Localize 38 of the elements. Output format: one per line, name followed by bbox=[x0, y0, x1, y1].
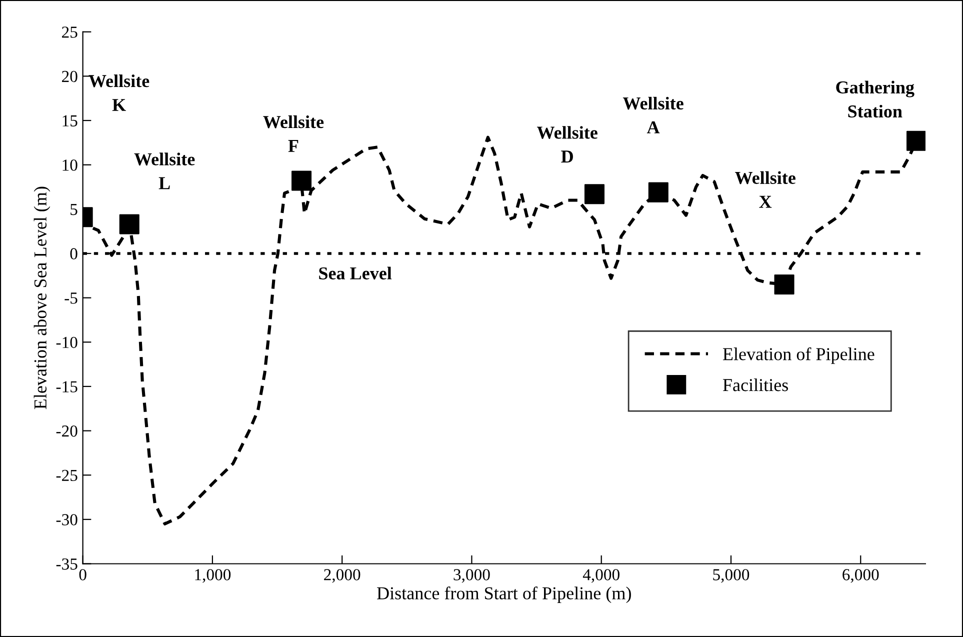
y-tick-label: -35 bbox=[56, 558, 78, 570]
point bbox=[119, 214, 140, 234]
y-tick-label: -15 bbox=[56, 381, 78, 392]
y-tick-label: 15 bbox=[62, 115, 78, 126]
point bbox=[906, 130, 926, 151]
x-tick-label: 1,000 bbox=[195, 569, 231, 583]
y-axis-title: Elevation above Sea Level (m) bbox=[34, 186, 50, 410]
x-tick-label: 0 bbox=[79, 569, 86, 580]
y-tick-label: -30 bbox=[56, 514, 78, 526]
point bbox=[292, 170, 312, 191]
x-tick-label: 6,000 bbox=[842, 569, 879, 583]
annotation: Wellsite L bbox=[134, 152, 195, 190]
x-axis-title: Distance from Start of Pipeline (m) bbox=[377, 586, 631, 604]
annotation: Wellsite F bbox=[263, 115, 324, 152]
point bbox=[648, 182, 668, 202]
x-tick-label: 3,000 bbox=[454, 569, 490, 583]
y-tick-label: 20 bbox=[62, 70, 78, 82]
x-tick-label: 2,000 bbox=[324, 569, 360, 583]
x-tick-label: 5,000 bbox=[713, 569, 750, 583]
point bbox=[774, 274, 794, 295]
y-tick-label: -20 bbox=[56, 425, 78, 437]
y-tick-label: -5 bbox=[64, 292, 78, 304]
legend-label: Facilities bbox=[722, 378, 788, 392]
annotation: Wellsite X bbox=[735, 171, 796, 208]
legend-label: Elevation of Pipeline bbox=[722, 347, 874, 364]
y-tick-label: -10 bbox=[56, 336, 78, 348]
point bbox=[584, 184, 604, 204]
y-tick-label: 25 bbox=[62, 26, 78, 38]
annotation: Gathering Station bbox=[836, 80, 914, 118]
y-tick-label: 5 bbox=[70, 204, 78, 216]
y-tick-label: 0 bbox=[70, 248, 78, 260]
annotation: Wellsite A bbox=[622, 96, 684, 134]
annotation: Wellsite K bbox=[88, 74, 150, 111]
annotation: Wellsite D bbox=[536, 126, 598, 163]
x-tick-label: 4,000 bbox=[582, 569, 620, 583]
ref-line-label: Sea Level bbox=[319, 266, 392, 280]
y-tick-label: 10 bbox=[62, 160, 78, 171]
y-tick-label: -25 bbox=[56, 470, 78, 482]
